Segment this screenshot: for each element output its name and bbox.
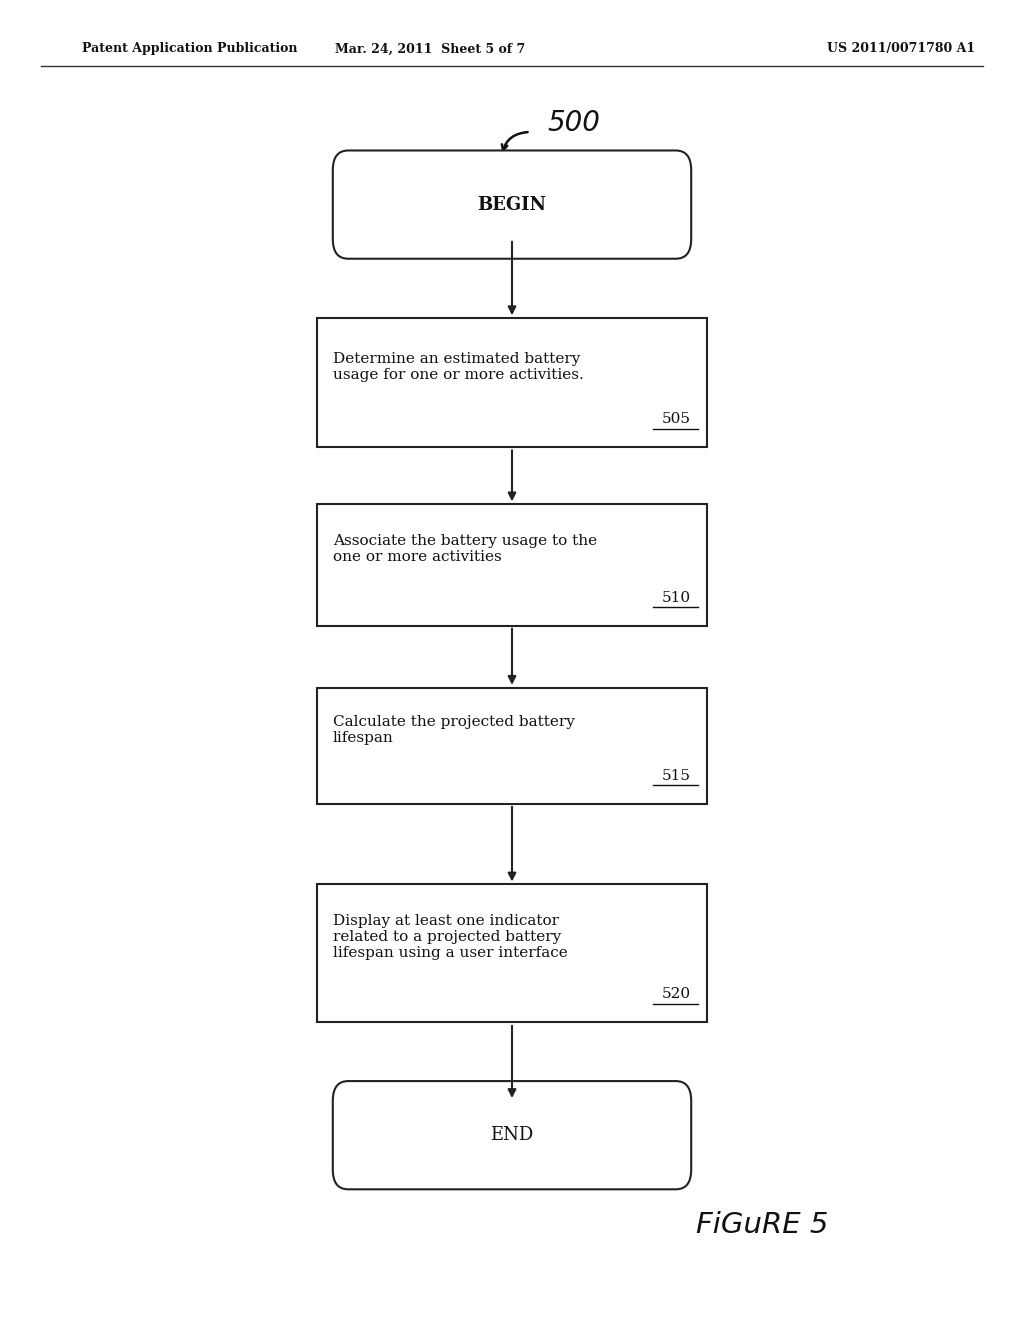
Text: Associate the battery usage to the
one or more activities: Associate the battery usage to the one o… (333, 535, 597, 564)
Text: Mar. 24, 2011  Sheet 5 of 7: Mar. 24, 2011 Sheet 5 of 7 (335, 42, 525, 55)
Text: FiGuRE 5: FiGuRE 5 (696, 1210, 828, 1239)
Text: Calculate the projected battery
lifespan: Calculate the projected battery lifespan (333, 715, 574, 744)
FancyBboxPatch shape (333, 1081, 691, 1189)
Bar (317, 884, 707, 1022)
Bar (317, 318, 707, 447)
Text: 515: 515 (662, 768, 690, 783)
Text: END: END (490, 1126, 534, 1144)
Text: 510: 510 (662, 590, 690, 605)
Text: Patent Application Publication: Patent Application Publication (82, 42, 297, 55)
Bar (317, 688, 707, 804)
Text: 505: 505 (662, 412, 690, 426)
FancyBboxPatch shape (333, 150, 691, 259)
Text: BEGIN: BEGIN (477, 195, 547, 214)
Text: Determine an estimated battery
usage for one or more activities.: Determine an estimated battery usage for… (333, 352, 584, 381)
Text: 500: 500 (548, 108, 601, 137)
Text: 520: 520 (662, 987, 690, 1001)
Bar (317, 504, 707, 626)
Text: US 2011/0071780 A1: US 2011/0071780 A1 (827, 42, 975, 55)
Text: Display at least one indicator
related to a projected battery
lifespan using a u: Display at least one indicator related t… (333, 913, 567, 961)
